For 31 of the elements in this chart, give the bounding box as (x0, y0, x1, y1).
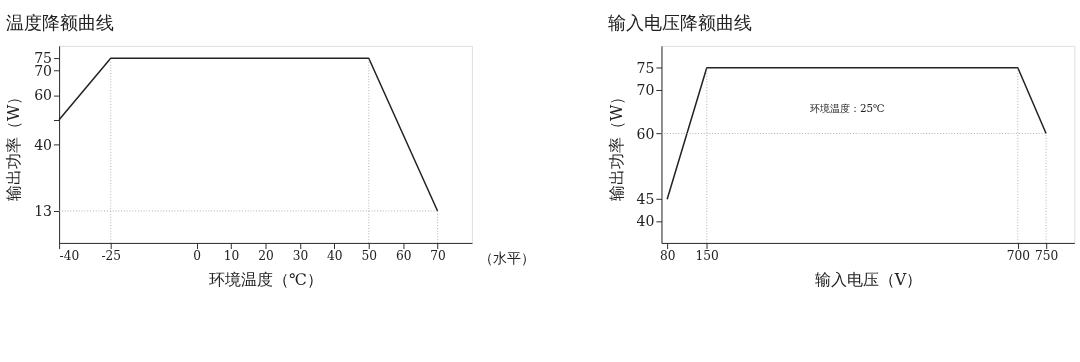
x-tick-label: 70 (430, 249, 446, 264)
x-tick-label: 20 (258, 249, 274, 264)
x-tick-label: 30 (292, 249, 309, 264)
y-tick-label: 40 (636, 213, 655, 230)
x-axis-title: 环境温度（℃） (209, 269, 323, 289)
x-tick-label: 750 (1034, 249, 1059, 264)
chart-title: 输入电压降额曲线 (607, 12, 752, 34)
y-tick-label: 13 (34, 203, 53, 220)
y-tick-label: 60 (636, 125, 655, 142)
x-tick-label: 80 (659, 249, 676, 264)
y-tick-label: 40 (34, 136, 53, 153)
annotation: 环境温度：25℃ (809, 101, 885, 114)
y-tick-label: 45 (636, 191, 655, 208)
x-tick-label: 60 (395, 249, 412, 264)
y-axis-title: 输出功率（W） (606, 88, 626, 202)
x-tick-label: 0 (193, 249, 202, 264)
x-tick-label: 150 (695, 249, 719, 264)
y-tick-label: 70 (34, 62, 53, 79)
x-tick-label: 700 (1006, 249, 1030, 264)
x-tick-label: 40 (327, 249, 343, 264)
x-tick-label: 10 (223, 249, 240, 264)
y-tick-label: 70 (636, 81, 655, 98)
y-axis-title: 输出功率（W） (4, 88, 24, 202)
y-tick-label: 60 (34, 87, 53, 104)
x-axis-title: 输入电压（V） (814, 269, 923, 289)
y-tick-label: 75 (636, 59, 655, 76)
x-tick-label: -40 (59, 249, 80, 264)
text: （水平） (479, 249, 536, 266)
chart-title: 温度降额曲线 (5, 12, 114, 34)
x-tick-label: 50 (361, 249, 377, 264)
x-tick-label: -25 (101, 249, 122, 264)
